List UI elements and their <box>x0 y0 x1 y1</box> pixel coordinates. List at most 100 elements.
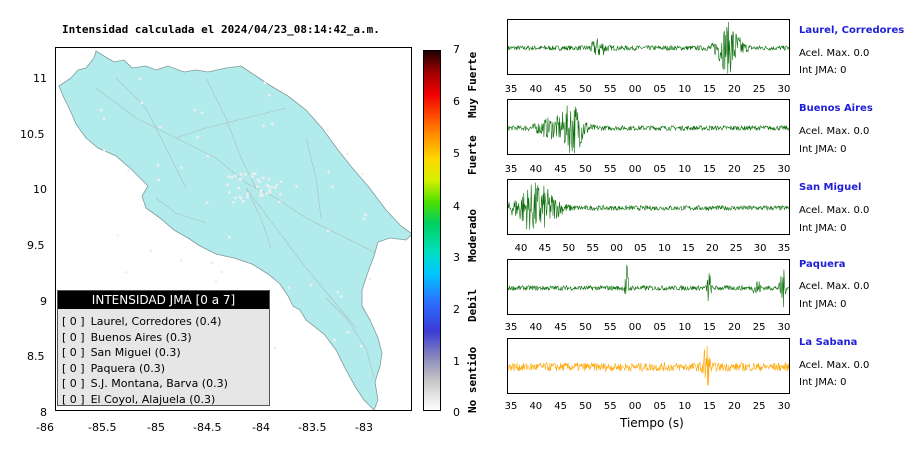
time-tick: 10 <box>658 243 671 254</box>
road-line <box>95 87 377 254</box>
time-tick: 00 <box>610 243 623 254</box>
town-markers <box>98 77 372 350</box>
time-tick: 10 <box>678 401 692 412</box>
time-tick: 50 <box>579 164 592 175</box>
time-tick: 40 <box>529 401 543 412</box>
time-tick: 10 <box>678 84 692 95</box>
x-tick: -84 <box>252 421 270 434</box>
land-polygon <box>58 50 411 410</box>
x-axis-label: Tiempo (s) <box>620 416 684 430</box>
town-dot <box>226 183 230 187</box>
time-tick: 10 <box>678 322 692 333</box>
legend-station: Laurel, Corredores (0.4) <box>90 315 222 328</box>
town-dot <box>277 200 281 204</box>
road-line <box>245 187 272 249</box>
time-tick: 15 <box>703 401 716 412</box>
station-jma: Int JMA: 0 <box>799 299 847 310</box>
road-line <box>245 187 357 329</box>
town-dot <box>157 178 161 182</box>
town-dot <box>262 124 265 128</box>
town-dot <box>259 191 263 194</box>
time-tick: 35 <box>504 322 518 333</box>
town-dot <box>368 278 372 281</box>
town-dot <box>159 125 162 129</box>
time-tick: 30 <box>777 164 791 175</box>
time-tick: 30 <box>777 401 791 412</box>
station-accel: Acel. Max. 0.0 <box>799 360 870 371</box>
legend-intensity: [ 0 ] <box>62 392 85 406</box>
time-tick: 20 <box>727 322 741 333</box>
x-tick: -85.5 <box>88 421 117 434</box>
town-dot <box>326 229 330 233</box>
town-dot <box>127 168 130 172</box>
town-dot <box>237 186 241 190</box>
legend-intensity: [ 0 ] <box>62 315 85 328</box>
time-tick: 55 <box>603 322 617 333</box>
town-dot <box>362 217 366 221</box>
town-dot <box>267 177 271 181</box>
time-tick: 20 <box>727 164 741 175</box>
time-tick: 00 <box>628 164 642 175</box>
town-dot <box>327 170 331 174</box>
road-line <box>325 297 375 379</box>
y-tick: 8 <box>40 406 47 419</box>
town-dot <box>193 108 197 112</box>
legend-station: Paquera (0.3) <box>90 361 166 375</box>
time-tick: 55 <box>603 164 617 175</box>
colorbar-tick: 3 <box>453 251 460 264</box>
town-dot <box>258 180 262 184</box>
town-dot <box>232 200 236 204</box>
town-dot <box>339 295 343 298</box>
town-dot <box>250 175 254 178</box>
road-line <box>205 77 257 189</box>
town-dot <box>309 283 313 287</box>
town-dot <box>359 344 363 348</box>
y-tick: 9.5 <box>27 239 45 252</box>
time-tick: 45 <box>554 164 567 175</box>
time-tick: 50 <box>579 322 592 333</box>
station-name: La Sabana <box>799 337 858 348</box>
station-jma: Int JMA: 0 <box>799 65 847 76</box>
town-dot <box>254 172 257 176</box>
waveform-trace <box>508 105 789 154</box>
station-name: Laurel, Corredores <box>799 25 905 36</box>
town-dot <box>116 234 120 237</box>
x-tick: -83.5 <box>298 421 327 434</box>
time-tick: 30 <box>777 322 791 333</box>
town-dot <box>364 213 368 217</box>
time-tick: 45 <box>554 84 567 95</box>
station-name: Buenos Aires <box>799 103 873 114</box>
y-tick: 11 <box>33 72 47 85</box>
town-dot <box>333 338 336 342</box>
road-network <box>95 77 377 379</box>
town-dot <box>261 176 265 180</box>
town-dot <box>331 185 334 189</box>
legend-item: [ 0 ] Buenos Aires (0.3) <box>62 330 267 346</box>
waveform-line <box>508 21 789 74</box>
legend-item: [ 0 ] S.J. Montana, Barva (0.3) <box>62 376 267 392</box>
x-tick: -85 <box>147 421 165 434</box>
town-dot <box>124 271 128 274</box>
town-dot <box>279 180 283 184</box>
waveform-line <box>508 345 789 386</box>
station-accel: Acel. Max. 0.0 <box>799 126 870 137</box>
time-tick: 05 <box>653 84 667 95</box>
colorbar-label-debil: Debil <box>466 288 479 322</box>
time-tick: 25 <box>752 164 766 175</box>
town-dot <box>180 166 183 169</box>
waveform-line <box>508 182 789 230</box>
colorbar-tick: 0 <box>453 406 460 419</box>
time-tick: 15 <box>703 164 716 175</box>
colorbar-tick: 1 <box>453 355 460 368</box>
colorbar-label-fuerte: Fuerte <box>466 135 479 175</box>
intensity-map <box>55 47 412 411</box>
waveform-panel <box>507 99 790 155</box>
time-tick: 10 <box>678 164 692 175</box>
town-dot <box>196 136 200 139</box>
y-tick: 8.5 <box>27 350 45 363</box>
town-dot <box>259 189 263 192</box>
colorbar-label-muy-fuerte: Muy Fuerte <box>466 51 479 118</box>
waveform-line <box>508 105 789 154</box>
road-line <box>115 77 187 189</box>
legend-intensity: [ 0 ] <box>62 377 85 390</box>
